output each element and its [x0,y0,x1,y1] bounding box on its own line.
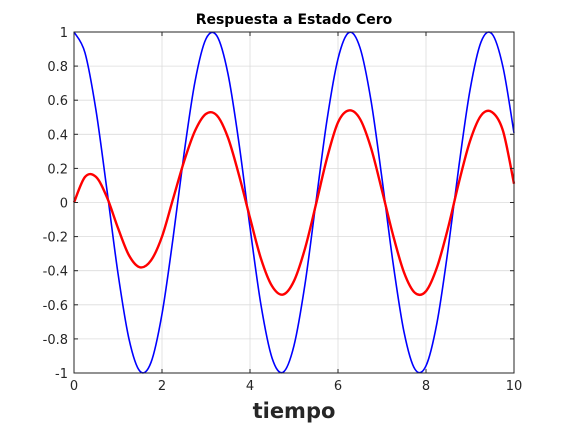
y-tick-label: 0.8 [47,60,68,75]
series-line-2 [72,109,516,297]
x-tick-label: 2 [158,379,166,394]
x-tick-label: 10 [506,379,523,394]
x-tick-label: 8 [422,379,430,394]
y-tick-label: 0.4 [47,128,68,143]
y-tick-label: -0.8 [43,333,68,348]
series-layer [72,31,516,374]
y-tick-label: -1 [55,367,68,382]
x-tick-label: 4 [246,379,254,394]
y-tick-label: -0.6 [43,299,68,314]
y-tick-label: 0.6 [47,94,68,109]
ticks: 0 2 4 6 8 10 1 0.8 0.6 0.4 0.2 0 -0.2 -0.4 -0.6 -0.8 -1 [43,26,523,394]
grid [73,31,515,374]
chart-title: Respuesta a Estado Cero [196,12,393,28]
y-tick-label: 0.2 [47,162,68,177]
y-tick-label: -0.4 [43,265,68,280]
x-tick-label: 0 [70,379,78,394]
y-tick-label: 0 [60,197,68,212]
y-tick-label: -0.2 [43,231,68,246]
x-axis-label: tiempo [253,399,336,423]
x-tick-label: 6 [334,379,342,394]
y-tick-label: 1 [60,26,68,41]
series-line-1 [73,31,515,374]
